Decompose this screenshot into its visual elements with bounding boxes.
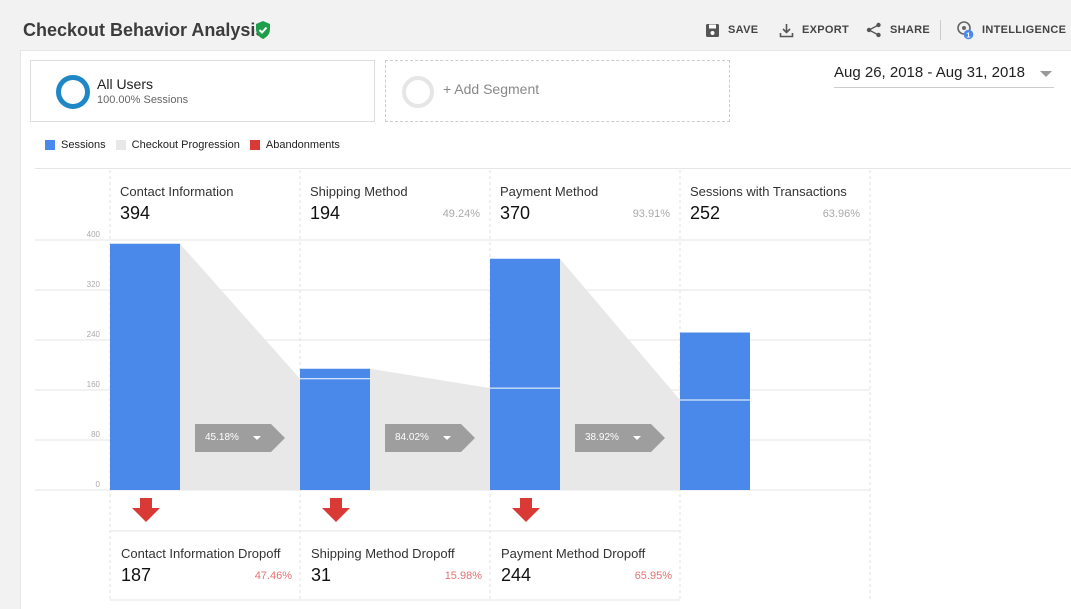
intelligence-label: INTELLIGENCE (982, 24, 1067, 36)
intelligence-button[interactable]: 1 INTELLIGENCE (956, 20, 1066, 40)
step-header-payment: Payment Method 370 93.91% (490, 170, 680, 240)
conversion-tag-contact-to-shipping[interactable]: 45.18% (195, 424, 285, 452)
conversion-rate: 84.02% (395, 432, 429, 443)
conversion-tag-shape (575, 424, 665, 452)
abandonment-arrow-icon (322, 498, 350, 522)
checkout-progression-band (560, 258, 680, 490)
share-label: SHARE (890, 24, 931, 36)
empty-segment-ring-icon (402, 76, 434, 108)
date-range-label: Aug 26, 2018 - Aug 31, 2018 (834, 64, 1025, 81)
legend-item-sessions: Sessions (45, 139, 106, 151)
conversion-rate: 38.92% (585, 432, 619, 443)
section-divider (35, 168, 1071, 169)
step-header-shipping: Shipping Method 194 49.24% (300, 170, 490, 240)
conversion-tag-payment-to-transactions[interactable]: 38.92% (575, 424, 665, 452)
y-tick-label: 0 (96, 480, 101, 489)
chevron-down-icon (443, 436, 451, 440)
abandonment-arrow-icon (132, 498, 160, 522)
chart-legend: Sessions Checkout Progression Abandonmen… (45, 139, 350, 151)
dropoff-value: 187 (121, 565, 152, 585)
segment-name: All Users (97, 76, 154, 92)
export-button[interactable]: EXPORT (779, 20, 849, 40)
segment-all-users[interactable]: All Users 100.00% Sessions (30, 60, 375, 122)
dropoff-value: 244 (501, 565, 532, 585)
add-segment-button[interactable]: + Add Segment (385, 60, 730, 122)
step-name: Contact Information (120, 184, 234, 199)
dropoff-percent: 15.98% (444, 570, 482, 582)
dropoff-value: 31 (311, 565, 332, 585)
sessions-bar (110, 243, 180, 490)
step-percent: 63.96% (822, 208, 860, 220)
legend-swatch-sessions (45, 140, 55, 150)
step-name: Shipping Method (310, 184, 408, 199)
step-value: 252 (690, 203, 721, 223)
add-segment-label: + Add Segment (443, 81, 540, 97)
legend-item-abandonments: Abandonments (249, 139, 340, 151)
segment-ring-icon (56, 75, 90, 109)
y-tick-label: 80 (91, 430, 100, 439)
sessions-bar (300, 368, 370, 490)
step-name: Sessions with Transactions (690, 184, 847, 199)
intelligence-badge: 1 (966, 30, 970, 39)
dropoff-payment[interactable]: Payment Method Dropoff 244 65.95% (490, 531, 680, 601)
step-header-contact: Contact Information 394 (110, 170, 300, 240)
legend-swatch-abandonments (249, 140, 260, 150)
header-separator (940, 20, 941, 40)
legend-swatch-progression (115, 140, 126, 150)
legend-label-abandonments: Abandonments (265, 139, 340, 151)
y-tick-label: 160 (87, 380, 101, 389)
step-percent: 49.24% (442, 208, 480, 220)
chevron-down-icon (1040, 71, 1052, 77)
sessions-bar (680, 332, 750, 490)
export-icon (779, 23, 794, 37)
dropoff-percent: 65.95% (634, 570, 672, 582)
y-tick-label: 240 (87, 330, 101, 339)
step-value: 370 (500, 203, 531, 223)
save-icon (706, 23, 719, 37)
export-label: EXPORT (802, 24, 850, 36)
share-icon (866, 22, 881, 38)
save-label: SAVE (728, 24, 759, 36)
legend-item-progression: Checkout Progression (115, 139, 240, 151)
intelligence-icon: 1 (957, 21, 974, 40)
conversion-tag-shape (195, 424, 285, 452)
dropoff-shipping[interactable]: Shipping Method Dropoff 31 15.98% (300, 531, 490, 601)
conversion-tag-shipping-to-payment[interactable]: 84.02% (385, 424, 475, 452)
sessions-bar (490, 258, 560, 490)
verified-shield-icon (256, 21, 270, 39)
legend-label-progression: Checkout Progression (131, 139, 240, 151)
page-title: Checkout Behavior Analysis (23, 20, 266, 40)
chevron-down-icon (253, 436, 261, 440)
dropoff-name: Contact Information Dropoff (121, 546, 281, 561)
y-tick-label: 400 (87, 230, 101, 239)
segment-sessions-share: 100.00% Sessions (97, 94, 189, 106)
conversion-tag-shape (385, 424, 475, 452)
chevron-down-icon (633, 436, 641, 440)
step-value: 394 (120, 203, 151, 223)
step-value: 194 (310, 203, 341, 223)
date-range-picker[interactable]: Aug 26, 2018 - Aug 31, 2018 (834, 64, 1054, 88)
share-button[interactable]: SHARE (866, 20, 930, 40)
step-header-transactions: Sessions with Transactions 252 63.96% (680, 170, 870, 240)
conversion-rate: 45.18% (205, 432, 239, 443)
dropoff-name: Payment Method Dropoff (501, 546, 646, 561)
dropoff-percent: 47.46% (254, 570, 292, 582)
legend-label-sessions: Sessions (61, 139, 106, 151)
checkout-progression-band (180, 243, 300, 490)
save-button[interactable]: SAVE (705, 20, 758, 40)
dropoff-contact[interactable]: Contact Information Dropoff 187 47.46% (110, 531, 300, 601)
dropoff-name: Shipping Method Dropoff (311, 546, 455, 561)
abandonment-arrow-icon (512, 498, 540, 522)
y-tick-label: 320 (87, 280, 101, 289)
step-name: Payment Method (500, 184, 599, 199)
step-percent: 93.91% (632, 208, 670, 220)
